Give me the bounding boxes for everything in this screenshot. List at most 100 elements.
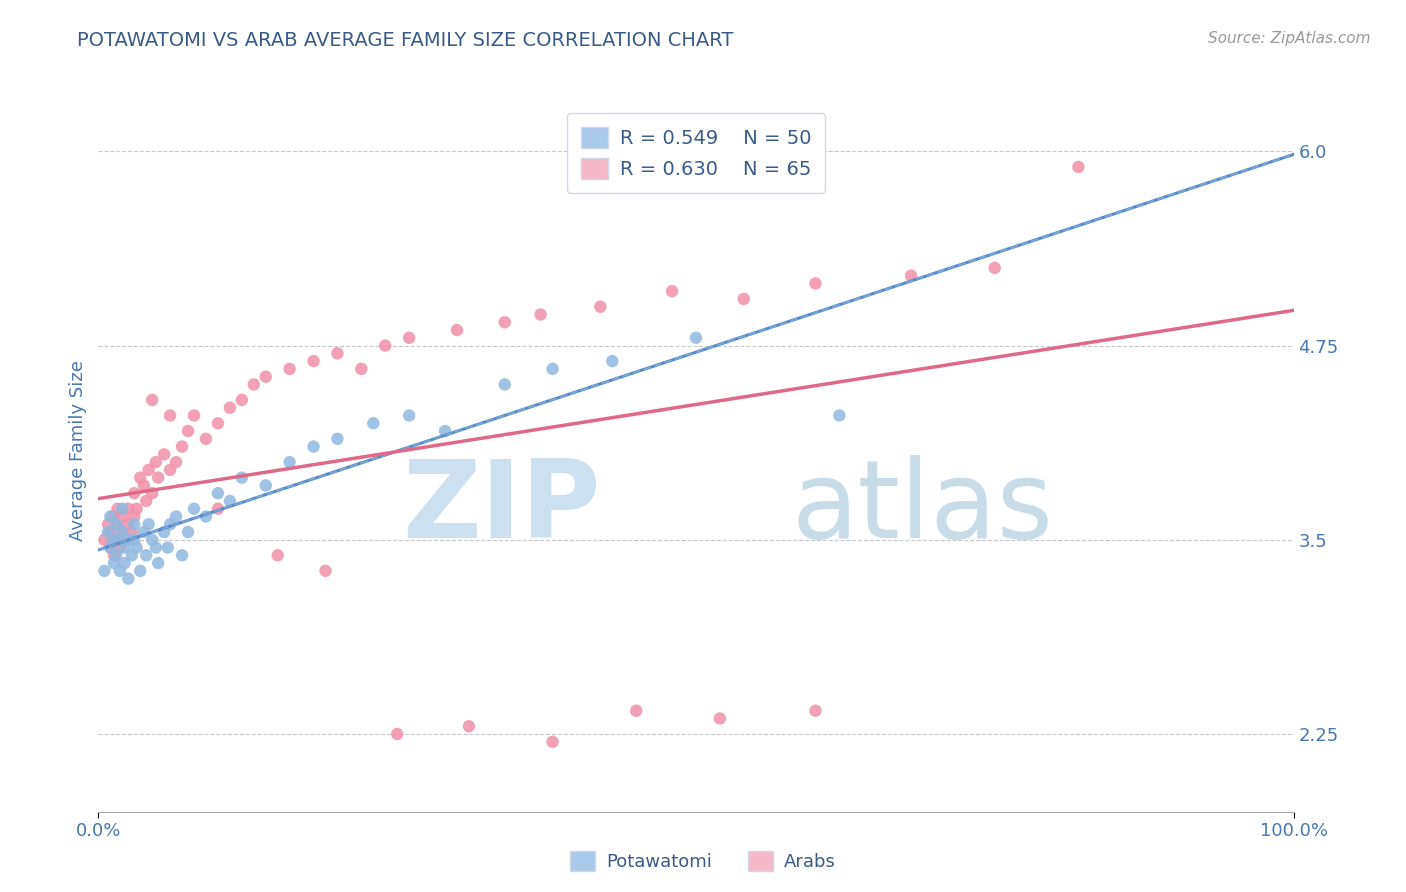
Point [231, 470, 253, 484]
Point [302, 354, 325, 368]
Point [278, 362, 301, 376]
Point [135, 494, 157, 508]
Point [108, 541, 131, 555]
Point [98, 509, 122, 524]
Point [145, 455, 167, 469]
Point [446, 323, 468, 337]
Point [93, 533, 115, 547]
Point [129, 564, 152, 578]
Point [207, 486, 229, 500]
Point [153, 447, 176, 461]
Point [219, 401, 242, 415]
Point [398, 331, 420, 345]
Point [153, 524, 176, 539]
Point [117, 533, 139, 547]
Point [121, 549, 143, 563]
Point [124, 486, 146, 500]
Point [177, 424, 200, 438]
Point [141, 486, 163, 500]
Point [105, 517, 128, 532]
Legend: Potawatomi, Arabs: Potawatomi, Arabs [562, 844, 844, 879]
Point [148, 470, 170, 484]
Point [103, 549, 125, 563]
Point [165, 455, 187, 469]
Text: ZIP: ZIP [402, 455, 600, 561]
Point [124, 533, 146, 547]
Point [145, 541, 167, 555]
Text: POTAWATOMI VS ARAB AVERAGE FAMILY SIZE CORRELATION CHART: POTAWATOMI VS ARAB AVERAGE FAMILY SIZE C… [77, 31, 734, 50]
Point [105, 549, 128, 563]
Point [626, 704, 648, 718]
Point [111, 501, 134, 516]
Point [156, 541, 179, 555]
Point [132, 524, 155, 539]
Point [984, 260, 1007, 275]
Point [107, 533, 129, 547]
Point [117, 572, 139, 586]
Point [494, 377, 516, 392]
Point [101, 533, 124, 547]
Point [541, 362, 564, 376]
Point [125, 501, 148, 516]
Point [195, 432, 218, 446]
Point [125, 541, 148, 555]
Point [374, 338, 396, 352]
Point [111, 524, 134, 539]
Point [589, 300, 612, 314]
Point [530, 308, 553, 322]
Y-axis label: Average Family Size: Average Family Size [69, 360, 87, 541]
Point [183, 409, 205, 423]
Point [541, 735, 564, 749]
Point [494, 315, 516, 329]
Point [138, 517, 160, 532]
Text: Source: ZipAtlas.com: Source: ZipAtlas.com [1208, 31, 1371, 46]
Point [804, 704, 827, 718]
Point [129, 470, 152, 484]
Point [326, 432, 349, 446]
Point [398, 409, 420, 423]
Point [97, 524, 120, 539]
Point [326, 346, 349, 360]
Point [105, 517, 128, 532]
Point [195, 509, 218, 524]
Point [207, 417, 229, 431]
Point [138, 463, 160, 477]
Point [159, 409, 181, 423]
Point [124, 517, 146, 532]
Point [121, 524, 143, 539]
Point [98, 541, 122, 555]
Point [828, 409, 851, 423]
Point [172, 549, 194, 563]
Point [363, 417, 385, 431]
Point [900, 268, 922, 283]
Point [114, 533, 136, 547]
Point [243, 377, 266, 392]
Point [165, 509, 187, 524]
Point [135, 549, 157, 563]
Point [685, 331, 707, 345]
Point [148, 556, 170, 570]
Point [231, 392, 253, 407]
Point [141, 392, 163, 407]
Point [278, 455, 301, 469]
Point [103, 556, 125, 570]
Point [159, 463, 181, 477]
Point [98, 541, 122, 555]
Point [733, 292, 755, 306]
Point [132, 478, 155, 492]
Point [108, 564, 131, 578]
Point [177, 524, 200, 539]
Point [219, 494, 242, 508]
Point [602, 354, 624, 368]
Point [114, 556, 136, 570]
Point [111, 509, 134, 524]
Text: atlas: atlas [792, 455, 1053, 561]
Point [315, 564, 337, 578]
Legend: R = 0.549    N = 50, R = 0.630    N = 65: R = 0.549 N = 50, R = 0.630 N = 65 [567, 113, 825, 193]
Point [1067, 160, 1090, 174]
Point [458, 719, 481, 733]
Point [107, 501, 129, 516]
Point [207, 501, 229, 516]
Point [302, 440, 325, 454]
Point [434, 424, 457, 438]
